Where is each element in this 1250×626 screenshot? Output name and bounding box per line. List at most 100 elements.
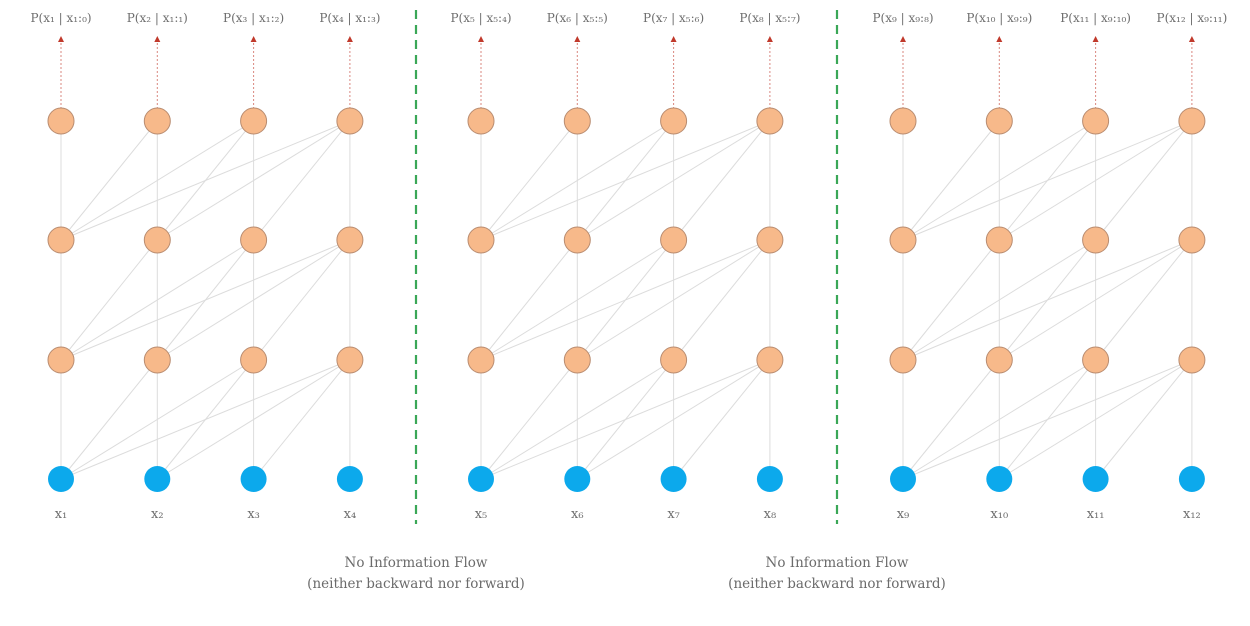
input-node [48, 466, 74, 492]
hidden-node [889, 107, 917, 135]
hidden-node [240, 107, 268, 135]
attention-edge [60, 120, 158, 241]
input-token-label: x₁ [55, 507, 68, 522]
attention-edge [673, 239, 771, 361]
attention-edge [576, 239, 674, 361]
attention-edge [576, 359, 674, 480]
hidden-node [985, 226, 1013, 254]
input-token-label: x₇ [667, 507, 680, 522]
hidden-node [336, 226, 364, 254]
attention-edge [902, 239, 1000, 361]
node-labels: P(x₁ | x₁:₀) x₁ P(x₂ | x₁:₁) x₂ P(x₃ | x₁:₂)… [30, 11, 1227, 522]
segment-separators [414, 10, 839, 524]
attention-edge [1095, 359, 1193, 480]
hidden-node [467, 107, 495, 135]
attention-edge [998, 359, 1096, 480]
output-probability-label: P(x₂ | x₁:₁) [127, 11, 188, 25]
input-token-label: x₆ [571, 507, 584, 522]
input-node [756, 466, 783, 492]
output-arrow-head [574, 36, 581, 42]
attention-edge [998, 239, 1096, 361]
attention-edge [673, 120, 771, 241]
attention-edge [156, 120, 254, 241]
no-flow-note-subtitle: (neither backward nor forward) [728, 576, 946, 592]
attention-edge [60, 239, 158, 361]
hidden-node [889, 346, 917, 374]
network-nodes [47, 107, 1206, 492]
input-node [468, 466, 494, 492]
attention-edge [1095, 120, 1193, 241]
hidden-node [1178, 346, 1206, 374]
output-arrows [58, 36, 1195, 109]
output-arrow-head [154, 36, 161, 42]
output-probability-label: P(x₁₂ | x₉:₁₁) [1157, 11, 1228, 25]
hidden-node [1082, 107, 1110, 135]
output-probability-label: P(x₁₁ | x₉:₁₀) [1060, 11, 1131, 25]
input-node [1178, 466, 1205, 492]
attention-edge [902, 359, 1000, 480]
hidden-node [240, 226, 268, 254]
output-probability-label: P(x₃ | x₁:₂) [223, 11, 284, 25]
output-arrow-head [766, 36, 773, 42]
output-arrow-head [478, 36, 484, 42]
hidden-node [1082, 226, 1110, 254]
output-probability-label: P(x₁ | x₁:₀) [30, 11, 91, 25]
attention-edge [902, 120, 1000, 241]
attention-edge [253, 359, 351, 480]
input-node [564, 466, 591, 492]
hidden-node [985, 107, 1013, 135]
input-node [336, 466, 363, 492]
hidden-node [563, 346, 591, 374]
hidden-node [756, 226, 784, 254]
attention-edge [253, 239, 351, 361]
input-token-label: x₅ [475, 507, 488, 522]
attention-edge [60, 359, 158, 480]
output-probability-label: P(x₉ | x₉:₈) [872, 11, 933, 25]
hidden-node [1082, 346, 1110, 374]
input-token-label: x₁₀ [990, 507, 1008, 522]
output-arrow-head [346, 36, 353, 42]
input-node [890, 466, 916, 492]
output-arrow-head [58, 36, 64, 42]
hidden-node [889, 226, 917, 254]
hidden-node [143, 226, 171, 254]
output-arrow-head [670, 36, 677, 42]
hidden-node [660, 346, 688, 374]
hidden-node [47, 107, 75, 135]
attention-edge [156, 359, 254, 480]
attention-edges [60, 120, 1193, 480]
input-token-label: x₁₁ [1087, 507, 1105, 522]
hidden-node [563, 226, 591, 254]
input-token-label: x₁₂ [1183, 507, 1201, 522]
hidden-node [756, 107, 784, 135]
hidden-node [47, 346, 75, 374]
no-flow-note-title: No Information Flow [766, 555, 909, 571]
hidden-node [756, 346, 784, 374]
attention-edge [1095, 239, 1193, 361]
attention-edge [156, 239, 254, 361]
output-probability-label: P(x₆ | x₅:₅) [547, 11, 608, 25]
output-arrow-head [996, 36, 1003, 42]
input-token-label: x₃ [247, 507, 260, 522]
separator-notes: No Information Flow (neither backward nor… [307, 555, 946, 592]
input-token-label: x₄ [344, 507, 357, 522]
hidden-node [467, 226, 495, 254]
hidden-node [660, 226, 688, 254]
hidden-node [1178, 226, 1206, 254]
hidden-node [336, 346, 364, 374]
attention-edge [576, 120, 674, 241]
input-token-label: x₈ [764, 507, 777, 522]
input-node [240, 466, 267, 492]
input-token-label: x₉ [897, 507, 910, 522]
output-arrow-head [1188, 36, 1195, 42]
output-probability-label: P(x₇ | x₅:₆) [643, 11, 704, 25]
hidden-node [47, 226, 75, 254]
no-flow-note-title: No Information Flow [345, 555, 488, 571]
output-probability-label: P(x₁₀ | x₉:₉) [966, 11, 1032, 25]
output-arrow-head [1092, 36, 1099, 42]
attention-edge [480, 120, 578, 241]
hidden-node [467, 346, 495, 374]
input-token-label: x₂ [151, 507, 164, 522]
input-node [660, 466, 687, 492]
attention-edge [998, 120, 1096, 241]
